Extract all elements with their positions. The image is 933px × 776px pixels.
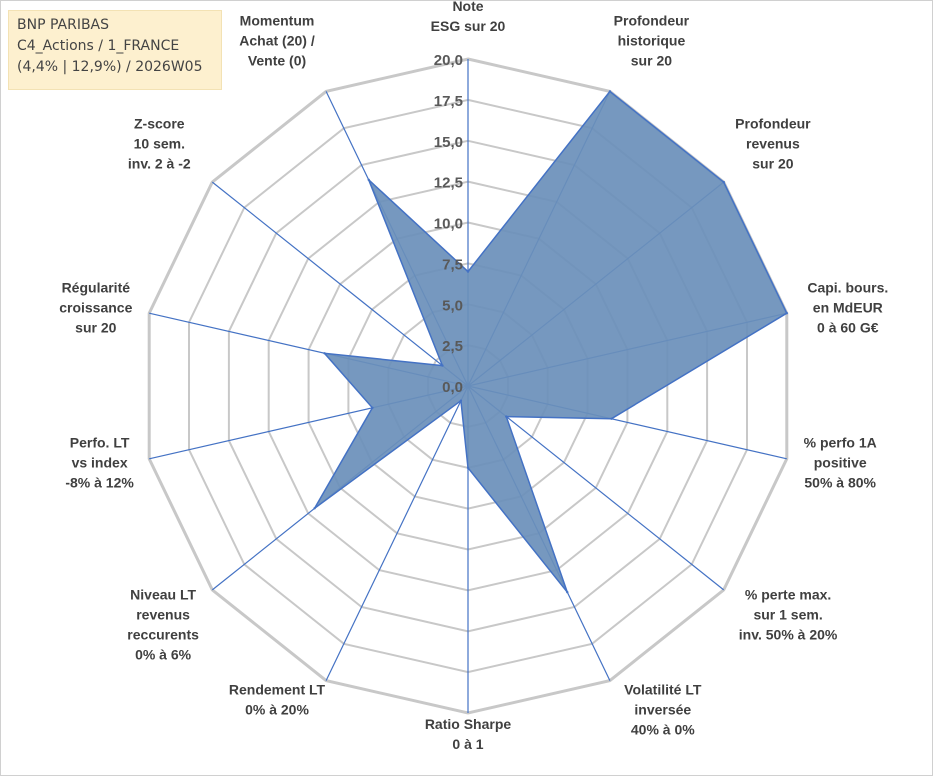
spoke-8 bbox=[325, 385, 469, 681]
axis-label-5-line-2: inv. 50% à 20% bbox=[739, 627, 838, 643]
axis-label-6-line-2: 40% à 0% bbox=[631, 721, 695, 737]
axis-label-12-line-1: 10 sem. bbox=[134, 135, 185, 151]
axis-label-2-line-2: sur 20 bbox=[752, 155, 793, 171]
info-line-category: C4_Actions / 1_FRANCE bbox=[17, 38, 180, 54]
axis-label-4-line-1: positive bbox=[814, 455, 867, 471]
tick-label-4: 10,0 bbox=[434, 216, 463, 233]
data-point-6 bbox=[566, 591, 569, 594]
axis-label-12-line-0: Z-score bbox=[134, 115, 185, 131]
axis-label-9: Niveau LT revenus reccurents 0% à 6% bbox=[127, 587, 199, 663]
axis-label-10-line-1: vs index bbox=[72, 455, 128, 471]
axis-label-11-line-2: sur 20 bbox=[75, 319, 116, 335]
info-line-stats: (4,4% | 12,9%) / 2026W05 bbox=[17, 59, 203, 75]
axis-label-13-line-1: Achat (20) / bbox=[239, 33, 315, 49]
axis-label-3-line-1: en MdEUR bbox=[813, 299, 883, 315]
tick-label-1: 2,5 bbox=[442, 338, 463, 355]
axis-label-2-line-1: revenus bbox=[746, 135, 800, 151]
data-point-10 bbox=[371, 406, 374, 409]
tick-label-5: 12,5 bbox=[434, 175, 463, 192]
axis-label-4: % perfo 1A positive 50% à 80% bbox=[804, 435, 877, 491]
tick-label-7: 17,5 bbox=[434, 93, 463, 110]
axis-label-1-line-0: Profondeur bbox=[614, 13, 690, 29]
tick-label-3: 7,5 bbox=[442, 256, 463, 273]
axis-label-0-line-0: Note bbox=[452, 0, 483, 14]
axis-label-10: Perfo. LT vs index -8% à 12% bbox=[65, 435, 134, 491]
tick-label-0: 0,0 bbox=[442, 379, 463, 396]
tick-label-2: 5,0 bbox=[442, 297, 463, 314]
data-series-area bbox=[313, 90, 788, 593]
axis-label-9-line-3: 0% à 6% bbox=[135, 647, 192, 663]
axis-label-11-line-1: croissance bbox=[59, 299, 132, 315]
axis-label-4-line-0: % perfo 1A bbox=[804, 435, 877, 451]
axis-label-13: Momentum Achat (20) / Vente (0) bbox=[239, 13, 315, 69]
axis-label-6: Volatilité LT inversée 40% à 0% bbox=[624, 681, 702, 737]
axis-label-13-line-0: Momentum bbox=[240, 13, 315, 29]
axis-label-13-line-2: Vente (0) bbox=[248, 53, 306, 69]
axis-label-2: Profondeur revenus sur 20 bbox=[735, 115, 811, 171]
data-point-9 bbox=[313, 507, 316, 510]
axis-label-5-line-1: sur 1 sem. bbox=[753, 607, 822, 623]
data-point-13 bbox=[367, 178, 370, 181]
axis-label-3-line-0: Capi. bours. bbox=[807, 279, 888, 295]
axis-label-8-line-1: 0% à 20% bbox=[245, 701, 309, 717]
axis-label-6-line-0: Volatilité LT bbox=[624, 681, 702, 697]
axis-label-7-line-1: 0 à 1 bbox=[452, 736, 483, 752]
axis-label-7-line-0: Ratio Sharpe bbox=[425, 716, 512, 732]
axis-label-11-line-0: Régularité bbox=[62, 279, 131, 295]
axis-label-0-line-1: ESG sur 20 bbox=[431, 18, 506, 34]
axis-label-12-line-2: inv. 2 à -2 bbox=[128, 155, 191, 171]
data-point-5 bbox=[505, 415, 508, 418]
data-point-0 bbox=[466, 270, 470, 273]
axis-label-3-line-2: 0 à 60 G€ bbox=[817, 319, 879, 335]
data-point-12 bbox=[441, 364, 444, 367]
axis-label-10-line-0: Perfo. LT bbox=[70, 435, 130, 451]
axis-label-7: Ratio Sharpe 0 à 1 bbox=[425, 716, 512, 752]
axis-label-10-line-2: -8% à 12% bbox=[65, 475, 134, 491]
axis-label-8-line-0: Rendement LT bbox=[229, 681, 326, 697]
axis-label-1-line-1: historique bbox=[618, 33, 686, 49]
data-point-4 bbox=[610, 417, 613, 420]
axis-label-3: Capi. bours. en MdEUR 0 à 60 G€ bbox=[807, 279, 888, 335]
axis-label-4-line-2: 50% à 80% bbox=[804, 475, 876, 491]
data-point-8 bbox=[459, 399, 463, 402]
axis-label-5-line-0: % perte max. bbox=[745, 587, 831, 603]
data-point-3 bbox=[785, 312, 788, 315]
axis-label-2-line-0: Profondeur bbox=[735, 115, 811, 131]
data-point-1 bbox=[608, 90, 612, 93]
info-line-company: BNP PARIBAS bbox=[17, 17, 110, 33]
axis-label-1: Profondeur historique sur 20 bbox=[614, 13, 690, 69]
axis-label-1-line-2: sur 20 bbox=[631, 53, 672, 69]
tick-label-8: 20,0 bbox=[434, 52, 463, 69]
spoke-5 bbox=[467, 385, 725, 591]
axis-label-11: Régularité croissance sur 20 bbox=[59, 279, 132, 335]
axis-label-12: Z-score 10 sem. inv. 2 à -2 bbox=[128, 115, 191, 171]
axis-label-9-line-1: revenus bbox=[136, 607, 190, 623]
axis-label-0: Note ESG sur 20 bbox=[431, 0, 506, 34]
data-point-2 bbox=[722, 180, 725, 184]
axis-label-9-line-0: Niveau LT bbox=[130, 587, 196, 603]
info-box: BNP PARIBAS C4_Actions / 1_FRANCE (4,4% … bbox=[8, 10, 222, 90]
axis-label-9-line-2: reccurents bbox=[127, 627, 199, 643]
axis-label-8: Rendement LT 0% à 20% bbox=[229, 681, 326, 717]
data-point-7 bbox=[466, 466, 470, 469]
axis-label-6-line-1: inversée bbox=[634, 701, 691, 717]
tick-label-6: 15,0 bbox=[434, 134, 463, 151]
spoke-12 bbox=[211, 181, 469, 387]
axis-label-5: % perte max. sur 1 sem. inv. 50% à 20% bbox=[739, 587, 838, 643]
data-point-11 bbox=[323, 352, 326, 355]
